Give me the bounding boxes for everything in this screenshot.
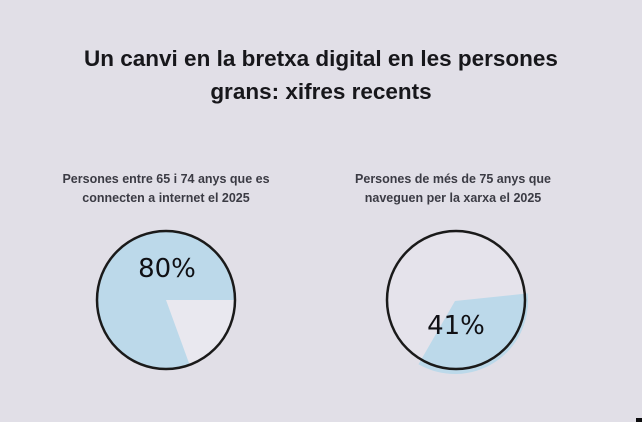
chart-label-75-plus-line-2: naveguen per la xarxa el 2025	[364, 191, 542, 205]
percentage-label-65-74: 80%	[138, 254, 196, 284]
pie-outline-65-74	[95, 229, 237, 371]
pie-chart-75-plus	[385, 229, 528, 374]
chart-label-65-74-line-2: connecten a internet el 2025	[82, 191, 250, 205]
chart-label-65-74: Persones entre 65 i 74 anys que es conne…	[36, 170, 296, 208]
title-line-2: grans: xifres recents	[210, 79, 432, 104]
chart-label-65-74-line-1: Persones entre 65 i 74 anys que es	[62, 172, 270, 186]
chart-label-75-plus-line-1: Persones de més de 75 anys que	[355, 172, 551, 186]
pie-slice-not-connected-65-74	[166, 300, 235, 365]
pie-outline-75-plus	[385, 229, 527, 371]
corner-mark	[636, 418, 642, 422]
chart-label-75-plus: Persones de més de 75 anys que naveguen …	[323, 170, 583, 208]
infographic-title: Un canvi en la bretxa digital en les per…	[0, 42, 642, 108]
title-line-1: Un canvi en la bretxa digital en les per…	[84, 46, 558, 71]
pie-chart-65-74	[95, 229, 237, 371]
percentage-label-75-plus: 41%	[427, 311, 485, 341]
